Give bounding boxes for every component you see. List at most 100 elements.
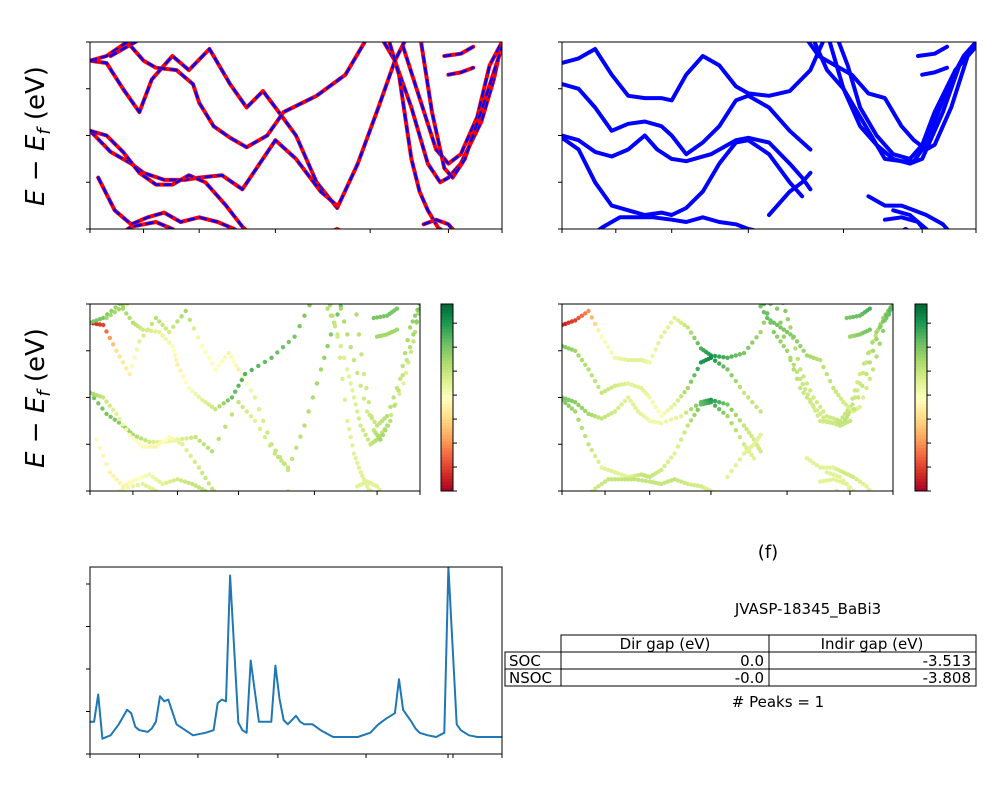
panel-c-point [256, 363, 261, 369]
panel-d-point [579, 357, 585, 363]
panel-c-point [244, 381, 249, 386]
panel-c-point [160, 439, 165, 445]
panel-c-point [101, 395, 106, 400]
panel-d-point [884, 313, 889, 318]
panel-d-point [827, 465, 833, 470]
panel-c-point [104, 411, 109, 417]
panel-d-point [842, 411, 848, 417]
panel-d-point [874, 498, 878, 502]
panel-c-point [272, 451, 277, 456]
panel-c-point [346, 426, 352, 432]
panel-c-point [139, 436, 144, 441]
panel-d-point [692, 335, 697, 341]
panel-c-point [112, 417, 118, 422]
panel-d-point [650, 353, 655, 359]
panel-d-point [592, 378, 598, 384]
panel-d-point [665, 479, 671, 484]
panel-c-colorbar-segment [441, 344, 453, 349]
panel-d-point [721, 401, 726, 406]
panel-d-point [729, 468, 734, 474]
table-row-soc-indir: -3.513 [923, 652, 971, 670]
table-header-indir: Indir gap (eV) [821, 635, 924, 653]
panel-c-point [416, 311, 420, 316]
panel-c-point [348, 381, 353, 386]
panel-c-point [265, 430, 270, 435]
panel-a-band-5 [124, 220, 176, 229]
panel-d-colorbar-segment [915, 487, 927, 492]
panel-c-point [147, 439, 152, 445]
panel-c-point [200, 343, 205, 349]
panel-d-point [717, 354, 722, 359]
panel-d-point [619, 477, 624, 482]
panel-d-bi-p [558, 303, 931, 502]
panel-c-point [140, 327, 145, 332]
panel-c-point [110, 473, 116, 478]
panel-c-point [285, 465, 291, 470]
panel-c-point [140, 474, 145, 480]
panel-c-point [414, 319, 419, 324]
panel-b-band-12 [866, 194, 950, 229]
panel-c-colorbar-segment [441, 341, 453, 346]
panel-c-point [143, 438, 148, 443]
panel-d-point [692, 412, 697, 418]
panel-d-point [852, 388, 858, 393]
panel-c-point [244, 409, 249, 414]
panel-d-point [866, 487, 872, 491]
panel-c-point [391, 395, 396, 400]
panel-d-point [695, 483, 700, 488]
panel-d-point [808, 388, 813, 393]
panel-d-point [800, 381, 805, 387]
panel-b-band-8 [806, 42, 976, 152]
panel-d-point [801, 374, 806, 379]
panel-d-point [791, 362, 796, 367]
panel-d-point [616, 477, 621, 482]
panel-c-point [233, 389, 238, 394]
panel-d-point [602, 479, 608, 484]
panel-c-point [216, 363, 221, 368]
panel-d-point [733, 428, 738, 433]
panel-c-colorbar-segment [441, 434, 453, 439]
panel-c-point [124, 304, 130, 306]
panel-d-point [741, 423, 747, 428]
panel-c-point [346, 374, 352, 379]
panel-c-point [372, 498, 376, 502]
panel-d-point [586, 308, 591, 314]
panel-c-point [325, 292, 329, 296]
panel-c-point [325, 343, 330, 349]
panel-d-point [725, 494, 729, 498]
panel-c-point [157, 329, 162, 335]
panel-d-point [803, 387, 808, 392]
panel-c-point [183, 380, 189, 385]
panel-c-point [223, 424, 228, 429]
panel-c-point [153, 488, 159, 491]
panel-c-point [216, 499, 220, 503]
panel-d-point [733, 378, 738, 384]
panel-a-ylabel-part: E [21, 189, 51, 206]
panel-c-point [269, 355, 274, 360]
panel-d-colorbar-segment [915, 335, 927, 339]
panel-d-colorbar-segment [915, 403, 927, 408]
panel-d-point [844, 481, 849, 487]
panel-c-point [97, 322, 103, 327]
panel-d-point [622, 398, 628, 404]
panel-c-point [354, 312, 359, 317]
panel-d-point [589, 373, 594, 378]
panel-c-point [117, 489, 122, 491]
panel-c-point [108, 498, 112, 502]
panel-d-point [831, 385, 836, 391]
panel-d-point [679, 394, 684, 399]
panel-d-point [811, 460, 816, 466]
panel-c-point [101, 315, 106, 321]
panel-c-point [104, 329, 109, 334]
panel-d-colorbar-segment [915, 397, 927, 402]
panel-c-point [381, 314, 386, 319]
panel-d-point [683, 410, 689, 415]
panel-c-point [302, 313, 307, 318]
panel-d-point [679, 414, 684, 419]
panel-d-point [583, 433, 588, 439]
panel-d-point [688, 418, 694, 423]
panel-d-point [821, 419, 826, 424]
panel-c-point [203, 488, 208, 491]
panel-c-point [338, 343, 343, 349]
panel-c-point [176, 440, 182, 445]
